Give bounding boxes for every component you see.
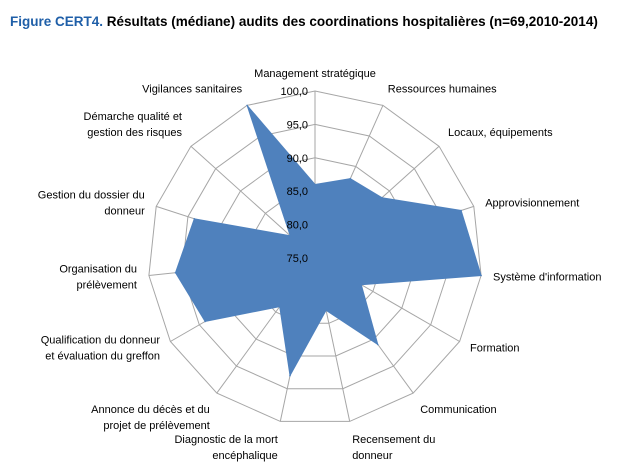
category-label-13: Démarche qualité et gestion des risques [84, 111, 183, 139]
category-label-10: Qualification du donneur et évaluation du… [41, 335, 161, 363]
category-label-14: Vigilances sanitaires [142, 84, 243, 96]
data-point-6 [377, 343, 379, 346]
series-area [174, 105, 482, 378]
category-label-9: Annonce du décès et du projet de prélèvem… [91, 404, 210, 432]
category-label-0: Management stratégique [254, 68, 376, 80]
tick-label-4: 95,0 [287, 119, 308, 131]
category-label-7: Recensement du donneur [352, 434, 435, 462]
radar-series [174, 104, 482, 378]
tick-label-5: 100,0 [280, 86, 308, 98]
figure-number: Figure CERT4. [10, 14, 104, 29]
chart-title: Figure CERT4. Résultats (médiane) audits… [10, 14, 630, 29]
data-point-3 [460, 209, 462, 212]
category-label-6: Communication [420, 404, 496, 416]
radial-tick-labels: 75,0 80,0 85,0 90,0 95,0 100,0 [280, 86, 308, 265]
grid-ring-4 [181, 123, 449, 390]
category-labels: Management stratégique Ressources humaine… [38, 68, 602, 462]
data-point-0 [314, 183, 316, 186]
category-label-1: Ressources humaines [388, 84, 497, 96]
data-point-14 [246, 104, 248, 107]
category-label-11: Organisation du prélèvement [59, 264, 137, 292]
tick-label-2: 85,0 [287, 186, 308, 198]
data-point-10 [204, 320, 206, 323]
category-label-12: Gestion du dossier du donneur [38, 190, 145, 218]
category-label-2: Locaux, équipements [448, 127, 553, 139]
category-label-4: Système d'information [493, 272, 601, 284]
data-point-4 [480, 274, 482, 277]
data-point-7 [325, 309, 327, 312]
data-point-2 [381, 196, 383, 199]
data-point-8 [289, 374, 291, 377]
tick-label-3: 90,0 [287, 153, 308, 165]
tick-label-0: 75,0 [287, 253, 308, 265]
data-point-12 [193, 218, 196, 220]
data-point-11 [174, 271, 177, 274]
category-label-3: Approvisionnement [485, 198, 579, 210]
data-point-13 [289, 234, 292, 237]
data-point-5 [360, 283, 363, 286]
data-point-1 [349, 177, 352, 180]
tick-label-1: 80,0 [287, 220, 308, 232]
data-point-9 [278, 305, 281, 308]
grid-ring-5 [148, 90, 482, 422]
figure-title-text: Résultats (médiane) audits des coordinat… [106, 14, 598, 29]
category-label-5: Formation [470, 343, 520, 355]
category-label-8: Diagnostic de la mort encéphalique [174, 434, 277, 462]
